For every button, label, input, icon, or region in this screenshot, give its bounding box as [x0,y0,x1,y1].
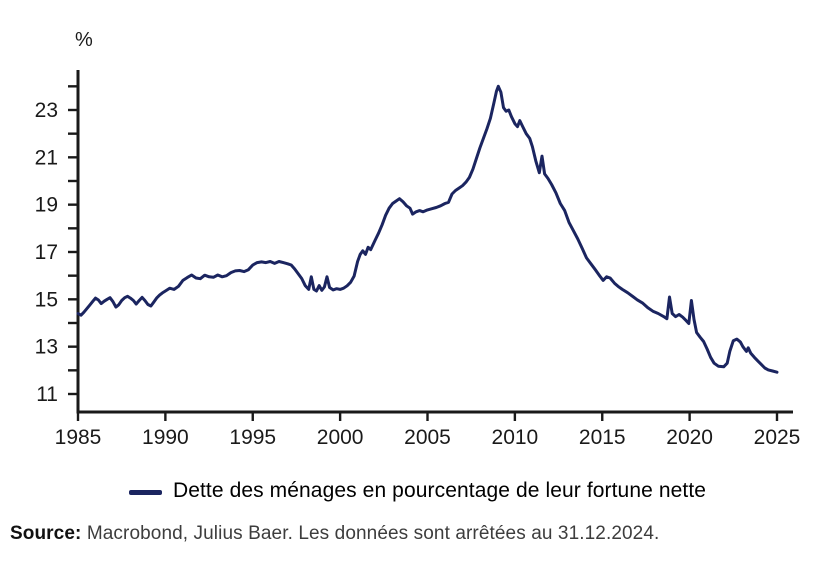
legend-line-swatch [128,489,162,495]
x-axis: 1985 1990 1995 2000 2005 2010 2015 2020 2025 [55,410,801,449]
source-line: Source: Macrobond, Julius Baer. Les donn… [10,523,835,545]
svg-text:2010: 2010 [492,426,539,449]
svg-text:2000: 2000 [317,426,364,449]
svg-text:2005: 2005 [404,426,451,449]
data-line [76,84,779,374]
y-axis: 11 13 15 17 19 21 23 [35,70,80,414]
chart-area: % 11 13 15 17 19 21 23 1985 1990 1995 2000 2005 201… [35,29,801,449]
svg-text:1985: 1985 [55,426,102,449]
svg-text:2015: 2015 [579,426,626,449]
svg-text:15: 15 [35,288,58,311]
svg-text:21: 21 [35,146,58,169]
y-axis-unit-label: % [75,29,93,51]
svg-text:2020: 2020 [666,426,713,449]
chart-svg: % 11 13 15 17 19 21 23 1985 1990 1995 2000 2005 201… [35,29,801,449]
svg-text:1990: 1990 [142,426,189,449]
svg-text:17: 17 [35,241,58,264]
svg-text:11: 11 [36,383,58,406]
legend-label: Dette des ménages en pourcentage de leur… [172,479,707,502]
source-text: Macrobond, Julius Baer. Les données sont… [81,523,660,544]
svg-text:23: 23 [35,99,58,122]
source-label: Source: [10,523,82,544]
legend: Dette des ménages en pourcentage de leur… [0,479,835,503]
svg-text:1995: 1995 [229,426,276,449]
svg-text:19: 19 [35,194,58,217]
svg-text:13: 13 [35,336,58,359]
svg-text:2025: 2025 [754,426,801,449]
